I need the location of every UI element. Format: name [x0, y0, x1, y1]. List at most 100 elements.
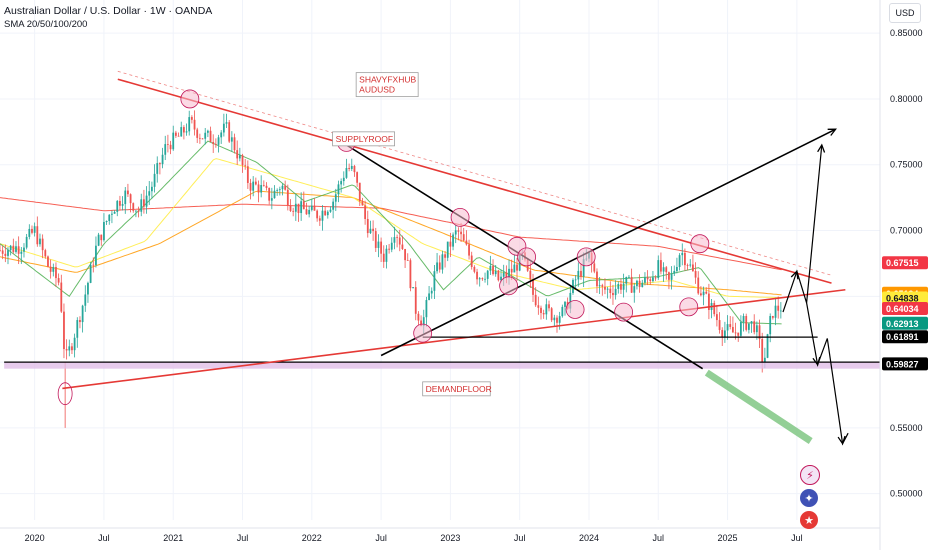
price-label-bg [882, 316, 928, 330]
candle-body [145, 195, 148, 207]
candle-body [398, 237, 401, 245]
candle-body [729, 324, 732, 327]
candle-body [286, 189, 289, 206]
candle-body [473, 266, 476, 272]
candle-body [721, 329, 724, 337]
candle-body [308, 209, 311, 215]
indicator-title[interactable]: SMA 20/50/100/200 [4, 19, 88, 30]
candle-body [694, 271, 697, 278]
candle-body [609, 288, 612, 294]
candle-body [574, 279, 577, 281]
candle-body [361, 201, 364, 206]
candle-body [739, 321, 742, 336]
candle-body [598, 285, 601, 287]
candle-body [550, 308, 553, 321]
usa-flag-icon[interactable]: ★ [800, 511, 818, 529]
candle-body [49, 266, 52, 272]
candle-body [153, 173, 156, 187]
candle-body [681, 252, 684, 256]
candle-body [654, 277, 657, 279]
candle-body [113, 211, 116, 214]
arrow-head [817, 143, 826, 153]
candle-body [747, 323, 750, 330]
supply-label-box [332, 131, 395, 147]
candle-body [228, 122, 231, 142]
candle-body [620, 284, 622, 290]
chart-legend: Australian Dollar / U.S. Dollar · 1W · O… [4, 5, 212, 31]
candle-body [326, 211, 329, 216]
candle-body [604, 286, 606, 290]
candle-body [633, 286, 636, 293]
candle-body [265, 185, 268, 188]
supply-trendline [117, 78, 832, 284]
candle-body [273, 190, 276, 199]
symbol-title[interactable]: Australian Dollar / U.S. Dollar · 1W · O… [4, 5, 213, 17]
lightning-icon[interactable]: ⚡ [800, 465, 820, 485]
candle-body [532, 279, 534, 295]
candle-body [316, 210, 319, 219]
candle-body [601, 285, 604, 287]
candle-body [342, 177, 345, 182]
candle-body [478, 278, 481, 280]
candle-body [582, 259, 585, 277]
candle-body [697, 277, 700, 294]
candle-body [105, 221, 108, 223]
candle-body [380, 241, 383, 254]
candle-body [625, 276, 628, 284]
candle-body [636, 280, 638, 287]
candle-body [313, 205, 316, 211]
candle-body [97, 234, 100, 246]
candle-body [369, 228, 372, 234]
candle-body [766, 334, 769, 358]
candle-body [755, 325, 758, 333]
candle-body [372, 228, 375, 232]
candle-body [156, 163, 159, 174]
candle-body [193, 119, 196, 130]
candle-body [129, 194, 132, 204]
candle-body [47, 256, 49, 267]
candle-body [689, 264, 692, 266]
candle-body [404, 249, 406, 261]
candle-body [460, 231, 462, 235]
candle-body [262, 185, 265, 186]
candle-body [553, 317, 556, 321]
australia-flag-icon[interactable]: ✦ [800, 489, 818, 507]
candle-body [492, 265, 494, 275]
sma-50-line [0, 158, 782, 299]
candle-body [505, 272, 508, 278]
green-projection-bar [704, 369, 813, 444]
candle-body [771, 316, 774, 318]
candle-body [25, 236, 28, 248]
candle-body [353, 165, 356, 173]
candle-body [678, 255, 681, 267]
arrow-head [827, 128, 837, 136]
candle-body [612, 293, 614, 296]
candle-body [65, 349, 68, 351]
x-tick-label: 2024 [579, 533, 599, 543]
candle-body [715, 314, 718, 321]
highlight-circle [413, 323, 433, 343]
candle-body [673, 270, 676, 274]
candle-body [750, 321, 753, 324]
candle-body [246, 166, 249, 183]
highlight-circle [57, 382, 73, 406]
candle-body [364, 205, 367, 219]
candle-body [196, 129, 199, 138]
candle-body [508, 268, 510, 278]
demand-zone [4, 362, 881, 369]
candle-body [358, 182, 361, 202]
candle-body [646, 277, 649, 280]
currency-button[interactable]: USD [889, 3, 921, 23]
candle-body [233, 137, 236, 151]
candle-body [188, 117, 191, 132]
candle-body [164, 144, 167, 155]
candle-body [436, 262, 438, 272]
price-label: 0.59827 [886, 359, 919, 369]
candle-body [510, 268, 513, 273]
candle-body [374, 231, 377, 248]
candle-body [377, 241, 380, 248]
candle-body [68, 346, 71, 351]
candle-body [140, 199, 143, 212]
candle-body [414, 287, 417, 314]
